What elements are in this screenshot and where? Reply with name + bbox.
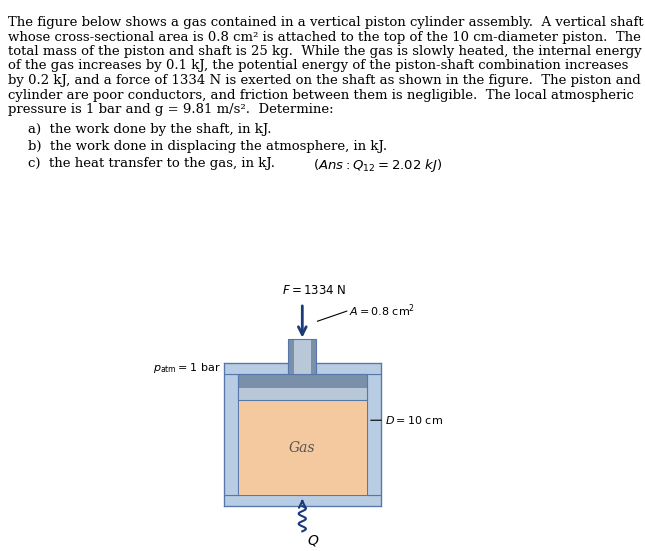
Text: $D = 10\ \mathrm{cm}$: $D = 10\ \mathrm{cm}$ xyxy=(385,414,443,426)
Text: The figure below shows a gas contained in a vertical piston cylinder assembly.  : The figure below shows a gas contained i… xyxy=(8,16,644,29)
Bar xyxy=(237,374,367,388)
Text: pressure is 1 bar and g = 9.81 m/s².  Determine:: pressure is 1 bar and g = 9.81 m/s². Det… xyxy=(8,103,333,116)
Bar xyxy=(288,339,317,374)
Bar xyxy=(237,400,367,495)
Text: $(Ans : Q_{12} = 2.02\ kJ)$: $(Ans : Q_{12} = 2.02\ kJ)$ xyxy=(313,156,442,174)
Text: of the gas increases by 0.1 kJ, the potential energy of the piston-shaft combina: of the gas increases by 0.1 kJ, the pote… xyxy=(8,60,628,73)
Text: by 0.2 kJ, and a force of 1334 N is exerted on the shaft as shown in the figure.: by 0.2 kJ, and a force of 1334 N is exer… xyxy=(8,74,640,87)
Text: b)  the work done in displacing the atmosphere, in kJ.: b) the work done in displacing the atmos… xyxy=(28,140,387,153)
Text: whose cross-sectional area is 0.8 cm² is attached to the top of the 10 cm-diamet: whose cross-sectional area is 0.8 cm² is… xyxy=(8,30,641,44)
Text: $F = 1334\ \mathrm{N}$: $F = 1334\ \mathrm{N}$ xyxy=(282,284,346,297)
Text: cylinder are poor conductors, and friction between them is negligible.  The loca: cylinder are poor conductors, and fricti… xyxy=(8,89,634,101)
Bar xyxy=(224,363,288,374)
Text: total mass of the piston and shaft is 25 kg.  While the gas is slowly heated, th: total mass of the piston and shaft is 25… xyxy=(8,45,642,58)
Text: $p_{\rm atm} = 1\ \rm bar$: $p_{\rm atm} = 1\ \rm bar$ xyxy=(153,361,221,375)
Bar xyxy=(237,388,367,400)
Bar xyxy=(317,363,381,374)
Bar xyxy=(224,495,381,506)
Text: $A = 0.8\ \mathrm{cm}^2$: $A = 0.8\ \mathrm{cm}^2$ xyxy=(349,303,415,320)
Bar xyxy=(237,374,367,400)
Text: $Q$: $Q$ xyxy=(308,533,320,548)
Bar xyxy=(224,374,237,495)
Bar xyxy=(311,339,317,374)
Text: c)  the heat transfer to the gas, in kJ.: c) the heat transfer to the gas, in kJ. xyxy=(28,156,275,170)
Text: a)  the work done by the shaft, in kJ.: a) the work done by the shaft, in kJ. xyxy=(28,123,272,137)
Text: Gas: Gas xyxy=(289,440,315,455)
Bar xyxy=(294,339,311,374)
Bar xyxy=(288,339,294,374)
Bar xyxy=(367,374,381,495)
